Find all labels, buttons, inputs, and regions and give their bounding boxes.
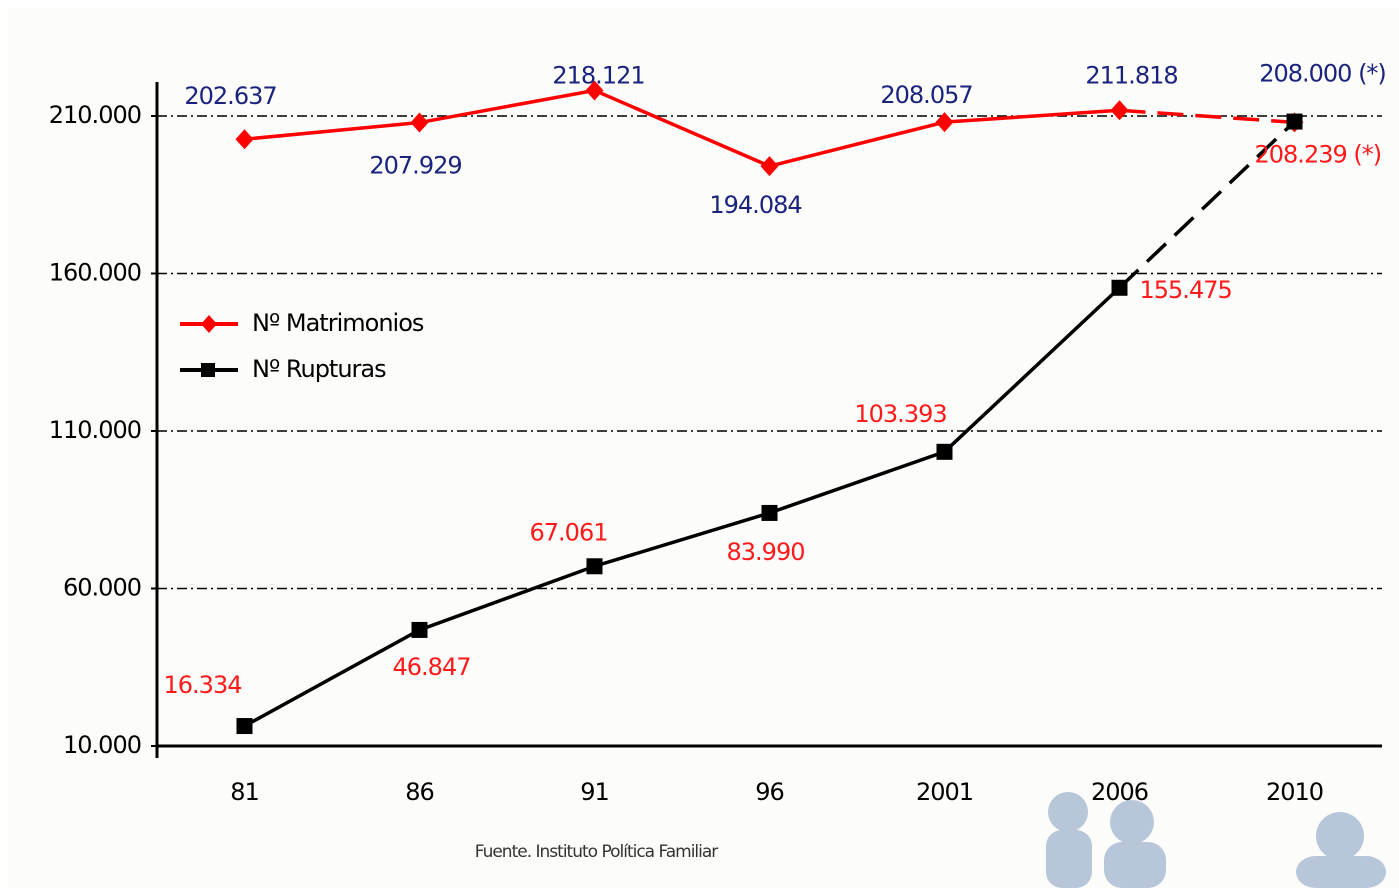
data-label: 103.393 [854,400,946,428]
x-tick-label: 2010 [1266,778,1323,806]
data-label: 218.121 [552,61,644,89]
y-tick-label: 160.000 [49,259,141,287]
point [237,718,253,734]
data-label: 208.000 (*) [1259,59,1386,87]
y-tick-label: 60.000 [63,574,141,602]
legend-label: Nº Matrimonios [252,309,424,337]
x-tick-label: 91 [580,778,609,806]
point [1287,114,1303,130]
y-tick-label: 210.000 [49,101,141,129]
point [762,505,778,521]
y-tick-label: 10.000 [63,731,141,759]
legend-label: Nº Rupturas [252,355,386,383]
data-label: 207.929 [369,152,461,180]
x-tick-label: 86 [405,778,434,806]
data-label: 194.084 [709,191,801,219]
point [937,444,953,460]
data-label: 16.334 [164,671,242,699]
data-label: 211.818 [1085,61,1177,89]
legend-marker [201,363,215,377]
data-label: 46.847 [393,653,471,681]
point [587,558,603,574]
data-label: 155.475 [1140,276,1232,304]
data-label: 208.239 (*) [1255,141,1382,169]
data-label: 208.057 [880,81,972,109]
x-tick-label: 2001 [916,778,973,806]
point [1112,280,1128,296]
x-tick-label: 81 [230,778,259,806]
chart: Fuente. Instituto Política Familiar 10.0… [0,0,1399,888]
x-tick-label: 2006 [1091,778,1148,806]
x-tick-label: 96 [755,778,784,806]
source-note: Fuente. Instituto Política Familiar [475,842,719,862]
data-label: 202.637 [184,82,276,110]
y-tick-label: 110.000 [49,416,141,444]
data-label: 67.061 [530,518,608,546]
point [412,622,428,638]
background [8,8,1399,888]
data-label: 83.990 [727,538,805,566]
